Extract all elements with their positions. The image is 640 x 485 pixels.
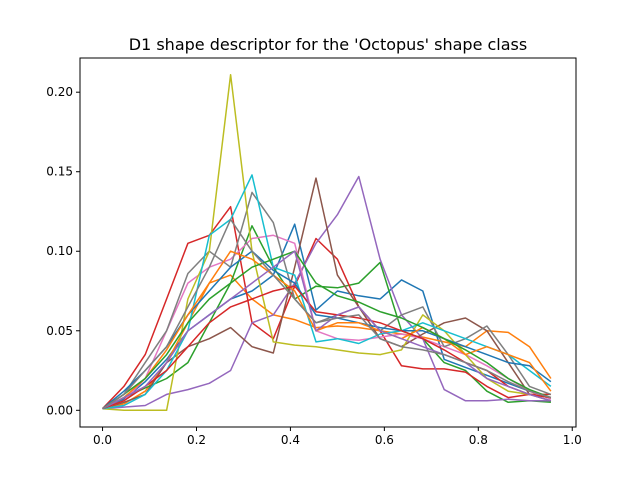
series-line-8 xyxy=(102,191,552,410)
y-tick-label: 0.15 xyxy=(46,165,73,179)
x-tick-label: 0.0 xyxy=(93,433,112,447)
chart-title: D1 shape descriptor for the 'Octopus' sh… xyxy=(129,35,527,54)
x-tick-label: 0.8 xyxy=(469,433,488,447)
x-tick-label: 0.2 xyxy=(187,433,206,447)
series-line-4 xyxy=(101,205,551,410)
series-line-7 xyxy=(102,234,552,410)
y-tick-label: 0.05 xyxy=(46,324,73,338)
series-layer xyxy=(101,73,552,412)
series-line-12 xyxy=(102,250,552,410)
x-tick-label: 0.4 xyxy=(281,433,300,447)
y-tick-label: 0.10 xyxy=(46,244,73,258)
y-tick-label: 0.00 xyxy=(46,403,73,417)
x-tick-label: 0.6 xyxy=(375,433,394,447)
series-line-10 xyxy=(102,174,552,410)
plot-area-frame xyxy=(79,57,577,428)
series-line-13 xyxy=(102,250,552,410)
series-line-3 xyxy=(102,225,551,410)
y-axis: 0.00 0.05 0.10 0.15 0.20 xyxy=(46,85,80,417)
x-axis: 0.0 0.2 0.4 0.6 0.8 1.0 xyxy=(93,427,582,447)
y-tick-label: 0.20 xyxy=(46,85,73,99)
x-tick-label: 1.0 xyxy=(563,433,582,447)
series-line-16 xyxy=(102,218,552,410)
series-line-15 xyxy=(102,250,552,410)
